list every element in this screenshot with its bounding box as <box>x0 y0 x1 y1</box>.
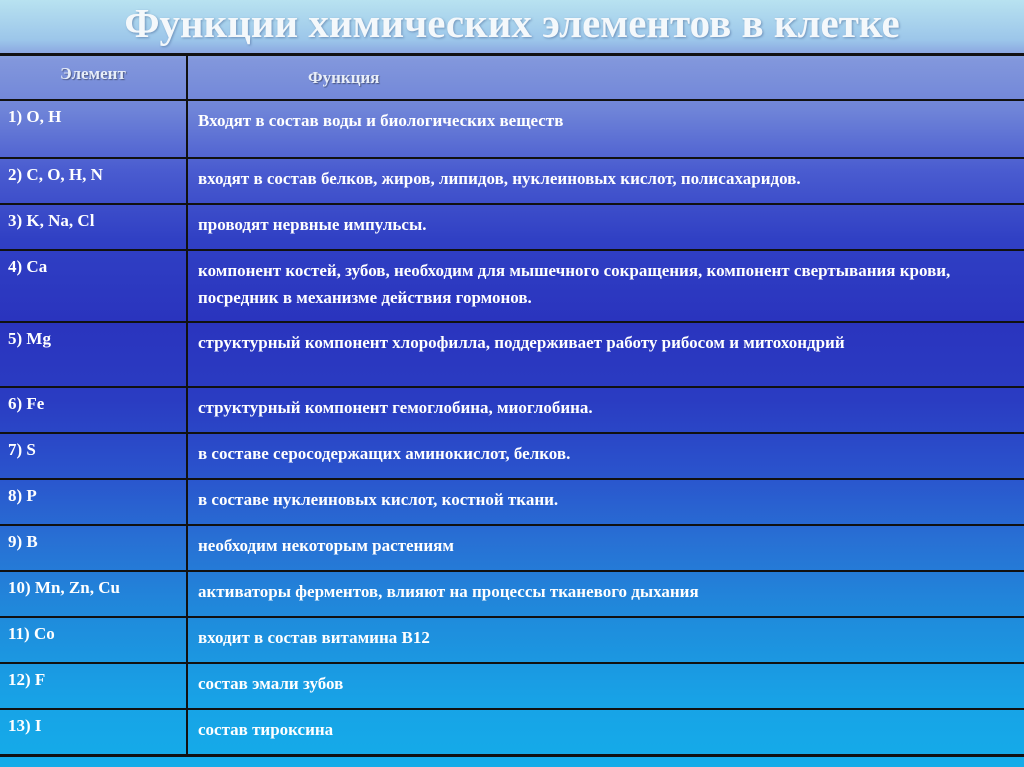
table-row: 9) B необходим некоторым растениям <box>0 526 1024 572</box>
function-cell: входят в состав белков, жиров, липидов, … <box>198 169 801 188</box>
element-cell: 3) K, Na, Cl <box>0 205 188 249</box>
header-element: Элемент <box>0 56 188 99</box>
element-cell: 6) Fe <box>0 388 188 432</box>
function-cell: необходим некоторым растениям <box>198 536 454 555</box>
element-cell: 4) Ca <box>0 251 188 321</box>
table-row: 10) Mn, Zn, Cu активаторы ферментов, влия… <box>0 572 1024 618</box>
function-cell: структурный компонент гемоглобина, миогл… <box>198 398 593 417</box>
table-row: 7) S в составе серосодержащих аминокислот… <box>0 434 1024 480</box>
function-cell: состав эмали зубов <box>198 674 344 693</box>
function-cell: Входят в состав воды и биологических вещ… <box>198 111 564 130</box>
table-row: 4) Ca компонент костей, зубов, необходим … <box>0 251 1024 323</box>
element-cell: 2) C, O, H, N <box>0 159 188 203</box>
table-row: 5) Mg структурный компонент хлорофилла, п… <box>0 323 1024 388</box>
function-cell: структурный компонент хлорофилла, поддер… <box>198 333 845 352</box>
table-row: 2) C, O, H, N входят в состав белков, жир… <box>0 159 1024 205</box>
function-cell: входит в состав витамина В12 <box>198 628 430 647</box>
table-row: 11) Co входит в состав витамина В12 <box>0 618 1024 664</box>
element-cell: 10) Mn, Zn, Cu <box>0 572 188 616</box>
element-cell: 5) Mg <box>0 323 188 386</box>
table-row: 12) F состав эмали зубов <box>0 664 1024 710</box>
table-row: 1) O, H Входят в состав воды и биологичес… <box>0 101 1024 159</box>
element-cell: 13) I <box>0 710 188 754</box>
element-cell: 12) F <box>0 664 188 708</box>
header-function: Функция <box>308 68 380 87</box>
function-cell: проводят нервные импульсы. <box>198 215 427 234</box>
function-cell: компонент костей, зубов, необходим для м… <box>198 261 951 307</box>
function-cell: активаторы ферментов, влияют на процессы… <box>198 582 699 601</box>
element-cell: 1) O, H <box>0 101 188 157</box>
function-cell: в составе нуклеиновых кислот, костной тк… <box>198 490 559 509</box>
table-row: 3) K, Na, Cl проводят нервные импульсы. <box>0 205 1024 251</box>
elements-table: Элемент Функция 1) O, H Входят в состав в… <box>0 53 1024 757</box>
table-header-row: Элемент Функция <box>0 56 1024 101</box>
element-cell: 9) B <box>0 526 188 570</box>
table-row: 8) P в составе нуклеиновых кислот, костно… <box>0 480 1024 526</box>
element-cell: 8) P <box>0 480 188 524</box>
function-cell: в составе серосодержащих аминокислот, бе… <box>198 444 571 463</box>
table-row: 13) I состав тироксина <box>0 710 1024 757</box>
element-cell: 7) S <box>0 434 188 478</box>
function-cell: состав тироксина <box>198 720 334 739</box>
table-row: 6) Fe структурный компонент гемоглобина, … <box>0 388 1024 434</box>
element-cell: 11) Co <box>0 618 188 662</box>
slide-title: Функции химических элементов в клетке <box>124 0 900 46</box>
